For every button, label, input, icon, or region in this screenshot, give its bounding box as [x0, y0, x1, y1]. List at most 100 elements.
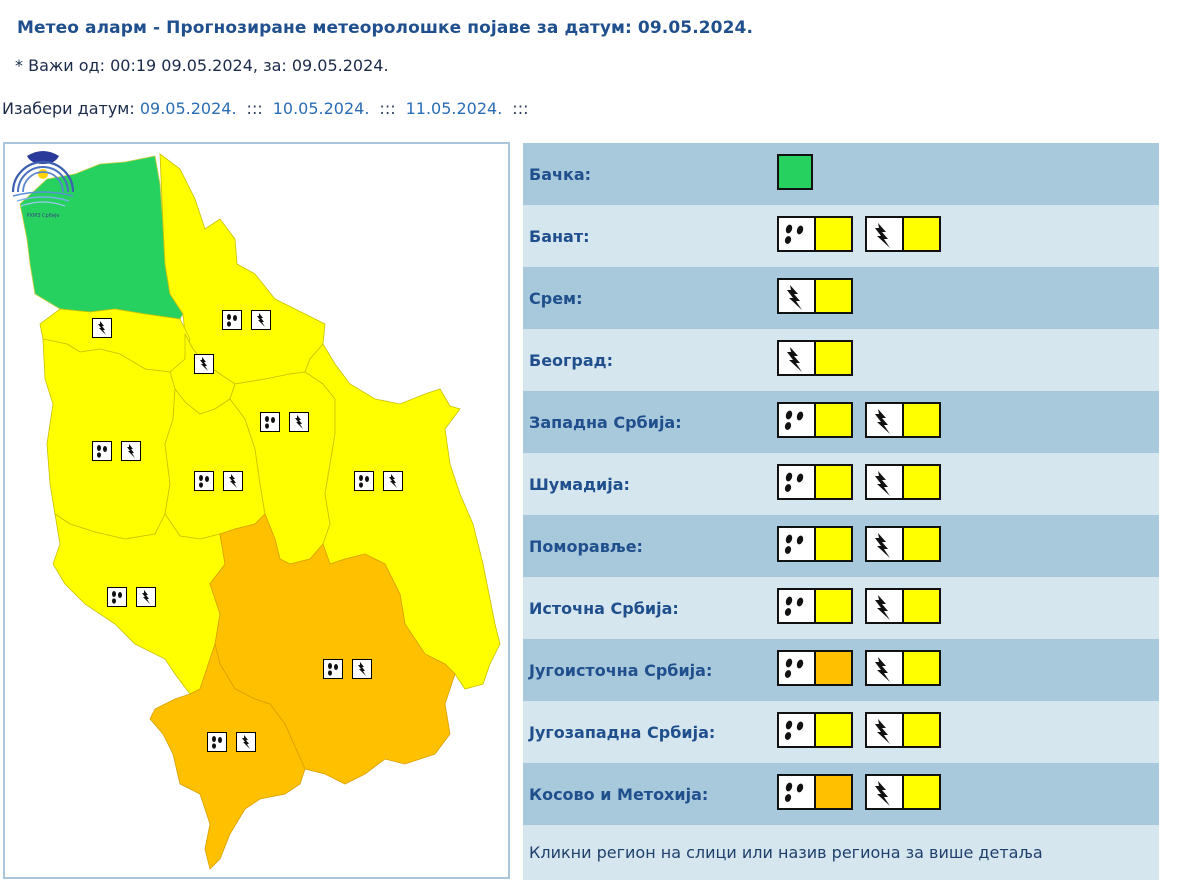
region-row: Срем: [523, 267, 1159, 329]
map-rain-icon-zapadna[interactable] [92, 441, 112, 461]
warning-badge-rain[interactable] [777, 712, 853, 748]
region-row: Југозападна Србија: [523, 701, 1159, 763]
date-link-2[interactable]: 10.05.2024. [272, 99, 370, 118]
map-rain-icon-pomoravlje[interactable] [260, 412, 280, 432]
warning-badge-thunder[interactable] [865, 588, 941, 624]
level-swatch-yellow [816, 590, 851, 622]
footer-note-row: Кликни регион на слици или назив региона… [523, 825, 1159, 880]
map-thunder-icon-beograd[interactable] [194, 354, 214, 374]
date-link-3[interactable]: 11.05.2024. [405, 99, 503, 118]
level-swatch-yellow [816, 342, 851, 374]
region-warnings [777, 278, 853, 314]
thunderstorm-icon [779, 342, 816, 374]
level-swatch-orange [816, 776, 851, 808]
level-swatch-yellow [816, 528, 851, 560]
warning-badge-rain[interactable] [777, 402, 853, 438]
map-rain-icon-banat[interactable] [222, 310, 242, 330]
map-thunder-icon-srem[interactable] [92, 318, 112, 338]
region-name-link[interactable]: Југоисточна Србија: [529, 660, 713, 680]
title-text: Метео аларм - Прогнозиране метеоролошке … [17, 18, 632, 38]
map-rain-icon-istocna[interactable] [354, 471, 374, 491]
date-selector: Изабери датум: 09.05.2024.::: 10.05.2024.… [2, 99, 538, 118]
region-backa[interactable] [19, 155, 184, 320]
region-name-link[interactable]: Југозападна Србија: [529, 722, 716, 742]
thunderstorm-icon [867, 590, 904, 622]
level-swatch-green[interactable] [777, 154, 813, 190]
level-swatch-orange [816, 652, 851, 684]
map-thunder-icon-sumadija[interactable] [223, 471, 243, 491]
region-warnings [777, 154, 813, 190]
level-swatch-yellow [816, 404, 851, 436]
region-name-link[interactable]: Косово и Метохија: [529, 784, 709, 804]
warning-badge-rain[interactable] [777, 588, 853, 624]
rain-icon [779, 652, 816, 684]
map-rain-icon-jugozapadna[interactable] [107, 587, 127, 607]
region-name-link[interactable]: Западна Србија: [529, 412, 682, 432]
page-title: Метео аларм - Прогнозиране метеоролошке … [17, 18, 753, 38]
warning-badge-thunder[interactable] [777, 278, 853, 314]
rain-icon [779, 590, 816, 622]
level-swatch-yellow [816, 280, 851, 312]
separator: ::: [512, 99, 529, 118]
region-name-link[interactable]: Шумадија: [529, 474, 630, 494]
level-swatch-yellow [904, 528, 939, 560]
level-swatch-yellow [904, 776, 939, 808]
warning-badge-rain[interactable] [777, 216, 853, 252]
map-thunder-icon-banat[interactable] [251, 310, 271, 330]
map-rain-icon-kosovo[interactable] [207, 732, 227, 752]
level-swatch-yellow [904, 714, 939, 746]
warning-badge-thunder[interactable] [865, 402, 941, 438]
warning-badge-thunder[interactable] [865, 464, 941, 500]
warning-map: РХМЗ Србије [3, 142, 510, 879]
region-name-link[interactable]: Бачка: [529, 164, 592, 184]
region-row: Поморавље: [523, 515, 1159, 577]
region-warnings [777, 712, 941, 748]
region-warnings [777, 588, 941, 624]
region-name-link[interactable]: Банат: [529, 226, 590, 246]
region-kosovo-i-metohija[interactable] [149, 642, 306, 870]
warning-badge-thunder[interactable] [777, 340, 853, 376]
map-thunder-icon-jugozapadna[interactable] [136, 587, 156, 607]
region-name-link[interactable]: Срем: [529, 288, 583, 308]
date-link-1[interactable]: 09.05.2024. [139, 99, 237, 118]
warning-badge-rain[interactable] [777, 650, 853, 686]
region-name-link[interactable]: Београд: [529, 350, 613, 370]
region-warnings [777, 526, 941, 562]
separator: ::: [246, 99, 263, 118]
warning-badge-rain[interactable] [777, 526, 853, 562]
level-swatch-yellow [904, 466, 939, 498]
region-row: Шумадија: [523, 453, 1159, 515]
region-name-link[interactable]: Поморавље: [529, 536, 643, 556]
map-rain-icon-jugoistocna[interactable] [323, 659, 343, 679]
map-thunder-icon-pomoravlje[interactable] [289, 412, 309, 432]
level-swatch-yellow [816, 466, 851, 498]
thunderstorm-icon [779, 280, 816, 312]
map-thunder-icon-kosovo[interactable] [236, 732, 256, 752]
region-warnings [777, 402, 941, 438]
rain-icon [779, 404, 816, 436]
region-warnings [777, 774, 941, 810]
map-thunder-icon-zapadna[interactable] [121, 441, 141, 461]
warning-badge-rain[interactable] [777, 774, 853, 810]
map-rain-icon-sumadija[interactable] [194, 471, 214, 491]
region-row: Западна Србија: [523, 391, 1159, 453]
level-swatch-yellow [904, 218, 939, 250]
region-warnings [777, 216, 941, 252]
warning-badge-thunder[interactable] [865, 712, 941, 748]
level-swatch-yellow [816, 218, 851, 250]
region-warnings [777, 464, 941, 500]
map-thunder-icon-istocna[interactable] [383, 471, 403, 491]
region-row: Косово и Метохија: [523, 763, 1159, 825]
level-swatch-yellow [816, 714, 851, 746]
warning-badge-thunder[interactable] [865, 650, 941, 686]
warning-badge-thunder[interactable] [865, 774, 941, 810]
region-name-link[interactable]: Источна Србија: [529, 598, 679, 618]
warning-badge-rain[interactable] [777, 464, 853, 500]
rain-icon [779, 714, 816, 746]
separator: ::: [379, 99, 396, 118]
warning-badge-thunder[interactable] [865, 526, 941, 562]
thunderstorm-icon [867, 714, 904, 746]
warning-badge-thunder[interactable] [865, 216, 941, 252]
map-thunder-icon-jugoistocna[interactable] [352, 659, 372, 679]
date-select-label: Изабери датум: [2, 99, 135, 118]
